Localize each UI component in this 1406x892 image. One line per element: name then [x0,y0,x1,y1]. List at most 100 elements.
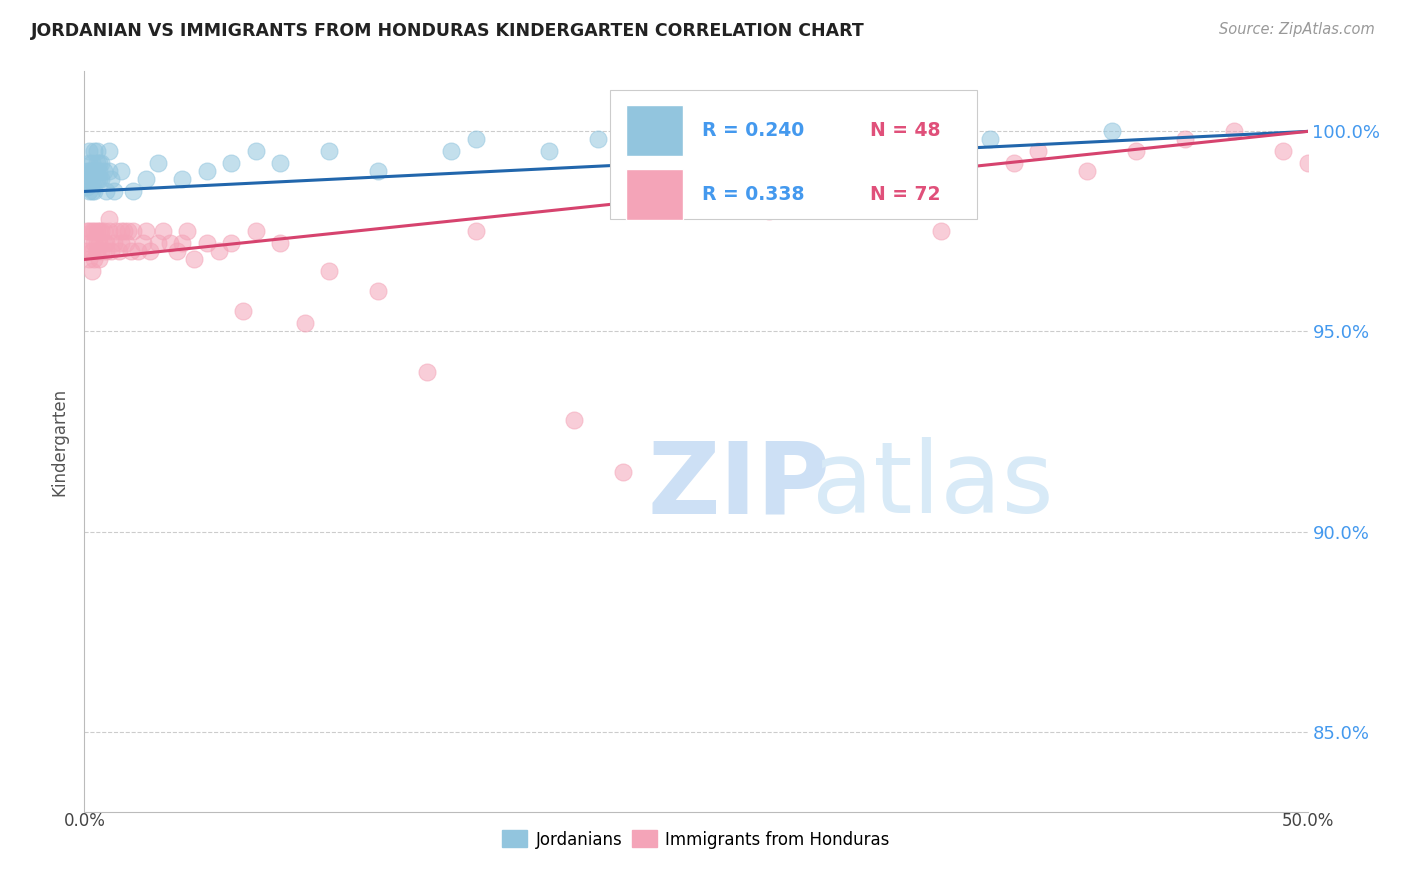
Point [96,236,118,251]
Point [87,156,110,170]
Point [76,180,98,194]
Point [76,224,98,238]
Point [83,185,105,199]
Point [416,364,439,378]
Text: 0.0%: 0.0% [63,812,105,830]
Point [83,252,105,267]
Point [87,164,110,178]
Point [122,185,145,199]
Text: N = 48: N = 48 [870,120,941,140]
Point [77,145,100,159]
Point [146,236,169,251]
Point [208,244,231,259]
Point [83,145,105,159]
Point [1174,132,1197,146]
Point [110,224,132,238]
Point [83,236,105,251]
Point [105,224,128,238]
Point [1101,124,1123,138]
Point [93,164,115,178]
Point [80,224,103,238]
Point [112,224,135,238]
Point [90,172,112,186]
Legend: Jordanians, Immigrants from Honduras: Jordanians, Immigrants from Honduras [495,823,897,855]
Point [86,236,108,251]
Text: ZIP: ZIP [647,437,830,534]
Text: R = 0.240: R = 0.240 [702,120,804,140]
Text: atlas: atlas [813,437,1054,534]
Point [586,132,609,146]
Point [135,224,157,238]
Point [97,145,120,159]
Point [172,172,194,186]
Text: JORDANIAN VS IMMIGRANTS FROM HONDURAS KINDERGARTEN CORRELATION CHART: JORDANIAN VS IMMIGRANTS FROM HONDURAS KI… [31,22,865,40]
Point [110,236,132,251]
Point [80,164,103,178]
FancyBboxPatch shape [610,90,977,219]
Point [96,244,118,259]
Point [807,164,830,178]
Point [80,244,103,259]
Point [146,156,169,170]
Point [93,236,115,251]
Point [86,224,108,238]
Point [77,172,100,186]
Point [562,412,585,426]
Point [318,145,340,159]
Point [318,264,340,278]
Text: Source: ZipAtlas.com: Source: ZipAtlas.com [1219,22,1375,37]
Point [77,156,100,170]
Point [76,244,98,259]
Point [929,224,952,238]
Point [1076,164,1098,178]
Point [152,224,174,238]
Point [219,236,242,251]
Point [76,164,98,178]
Point [77,164,100,178]
Point [90,244,112,259]
Point [90,156,112,170]
Point [86,164,108,178]
Point [86,244,108,259]
Point [135,172,157,186]
Y-axis label: Kindergarten: Kindergarten [51,387,69,496]
Point [1272,145,1295,159]
Point [176,224,198,238]
Point [612,465,634,479]
Point [93,224,115,238]
Point [103,236,125,251]
Point [127,244,149,259]
Point [86,145,108,159]
Point [1296,156,1319,170]
Point [110,164,132,178]
Point [80,185,103,199]
FancyBboxPatch shape [626,104,682,156]
Point [758,204,780,219]
Point [115,236,138,251]
Point [166,244,188,259]
Point [100,172,122,186]
Point [440,145,463,159]
Point [97,164,120,178]
Point [87,236,110,251]
Point [219,156,242,170]
Point [139,244,162,259]
Point [1125,145,1147,159]
Point [86,172,108,186]
Point [87,252,110,267]
Point [77,252,100,267]
Point [77,236,100,251]
Point [1028,145,1050,159]
Point [83,164,105,178]
Point [195,236,218,251]
Point [107,244,129,259]
Point [120,244,142,259]
Point [464,224,486,238]
Point [245,224,267,238]
Point [132,236,155,251]
Point [90,224,112,238]
Point [117,224,139,238]
Point [159,236,181,251]
Point [96,185,118,199]
Point [77,224,100,238]
